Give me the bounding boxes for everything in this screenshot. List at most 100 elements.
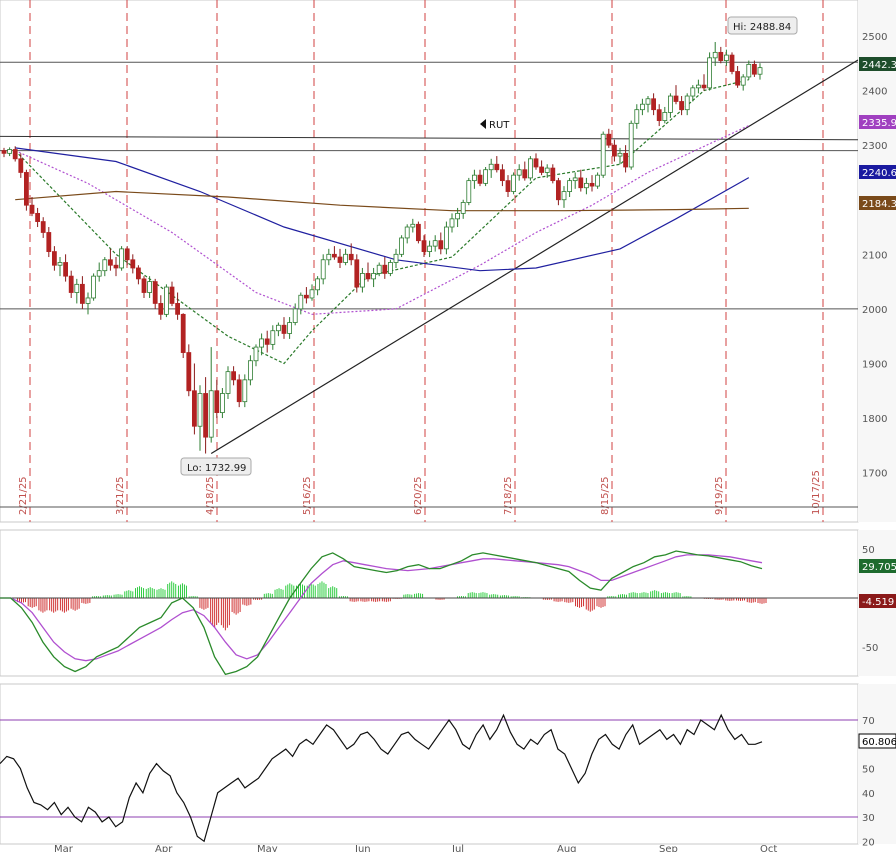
candle-body (712, 51, 718, 59)
candle-body (91, 275, 96, 299)
candle-body (645, 98, 651, 105)
candle-body (399, 237, 405, 255)
candle-body (52, 251, 57, 266)
trend-line (210, 59, 859, 455)
rsi-tick-label: 40 (862, 789, 875, 800)
candle-body (371, 273, 377, 280)
macd-panel: 50 -50 29.705 -4.519 (0, 529, 896, 677)
candle-body (236, 379, 242, 403)
month-label: Jul (451, 844, 464, 852)
candle-body (572, 177, 578, 182)
price-tick-label: 2000 (862, 305, 887, 316)
price-panel: 2/21/25 3/21/25 4/18/25 5/16/25 6/20/25 7/18/… (0, 0, 896, 523)
candle-body (135, 267, 141, 280)
candle-body (18, 158, 24, 173)
candle-body (567, 180, 572, 192)
date-label: 2/21/25 (18, 476, 29, 515)
candle-body (701, 84, 707, 89)
candle-body (589, 182, 595, 187)
candle-body (270, 330, 276, 345)
candle-body (197, 393, 203, 427)
last-value-tag-bg (859, 115, 896, 129)
candle-body (108, 259, 113, 266)
candle-body (556, 180, 561, 201)
candle-body (651, 98, 656, 111)
date-label: 8/15/25 (600, 476, 611, 515)
candle-body (292, 308, 298, 323)
candle-body (175, 303, 181, 315)
price-tick-label: 1800 (862, 414, 887, 425)
candle-body (522, 169, 528, 179)
candle-body (600, 133, 606, 176)
candle-body (315, 278, 321, 291)
candle-body (735, 71, 740, 86)
candle-body (320, 259, 326, 280)
candle-body (752, 63, 757, 75)
candle-body (729, 54, 735, 72)
high-annotation-box (727, 16, 798, 35)
candle-body (746, 63, 752, 78)
candle-body (724, 54, 729, 61)
candle-body (85, 297, 91, 304)
date-label: 7/18/25 (503, 476, 514, 515)
candle-body (410, 223, 416, 228)
candle-body (40, 221, 46, 233)
rsi-plot-frame (0, 683, 859, 845)
candle-body (499, 169, 505, 182)
date-label: 4/18/25 (205, 476, 216, 515)
ma-line-brown (15, 190, 749, 212)
candle-body (203, 393, 209, 438)
candle-body (343, 253, 349, 263)
candle-body (707, 57, 712, 89)
candle-body (757, 67, 763, 75)
candle-body (595, 174, 600, 187)
candle-body (584, 182, 589, 189)
candle-body (483, 169, 489, 184)
price-plot-frame (0, 0, 859, 523)
candle-body (158, 303, 164, 315)
candle-body (690, 87, 696, 97)
date-label: 5/16/25 (302, 476, 313, 515)
candle-body (443, 226, 449, 250)
candle-body (191, 390, 197, 427)
last-value-tag-bg (859, 196, 896, 210)
candle-body (449, 218, 455, 228)
date-label: 6/20/25 (413, 476, 424, 515)
candle-body (130, 259, 136, 269)
date-label: 10/17/25 (811, 470, 822, 515)
month-label: May (257, 844, 278, 852)
candle-body (488, 163, 494, 171)
candle-body (80, 283, 85, 304)
candle-body (505, 180, 511, 192)
last-value-tag: 2335.9 (862, 118, 896, 129)
candle-body (152, 281, 158, 304)
candle-body (113, 264, 119, 269)
candle-body (365, 273, 371, 280)
rut-arrow-icon (480, 119, 486, 129)
last-value-tag: 2184.3 (862, 199, 896, 210)
candle-body (359, 273, 365, 288)
candle-body (623, 152, 628, 168)
candle-body (516, 169, 522, 176)
low-annotation-box (180, 457, 252, 476)
candle-body (460, 202, 466, 214)
candle-body (455, 212, 461, 220)
macd-plot-frame (0, 529, 859, 677)
candle-body (382, 264, 388, 274)
candle-body (46, 232, 52, 252)
macd-tick-label: -50 (862, 643, 878, 654)
macd-signal-tag: -4.519 (862, 597, 894, 608)
candle-body (141, 278, 147, 293)
candle-body (668, 95, 673, 113)
rsi-tick-label: 20 (862, 837, 875, 848)
candle-body (287, 322, 293, 334)
candle-body (628, 122, 634, 168)
candle-body (247, 360, 253, 381)
candle-body (634, 109, 640, 124)
rsi-panel: 70605040302060.806 (0, 683, 896, 848)
macd-line (0, 550, 763, 676)
rsi-line (0, 713, 763, 843)
rsi-value-tag-bg (858, 733, 896, 749)
price-tick-label: 1900 (862, 359, 887, 370)
candle-body (696, 84, 701, 89)
